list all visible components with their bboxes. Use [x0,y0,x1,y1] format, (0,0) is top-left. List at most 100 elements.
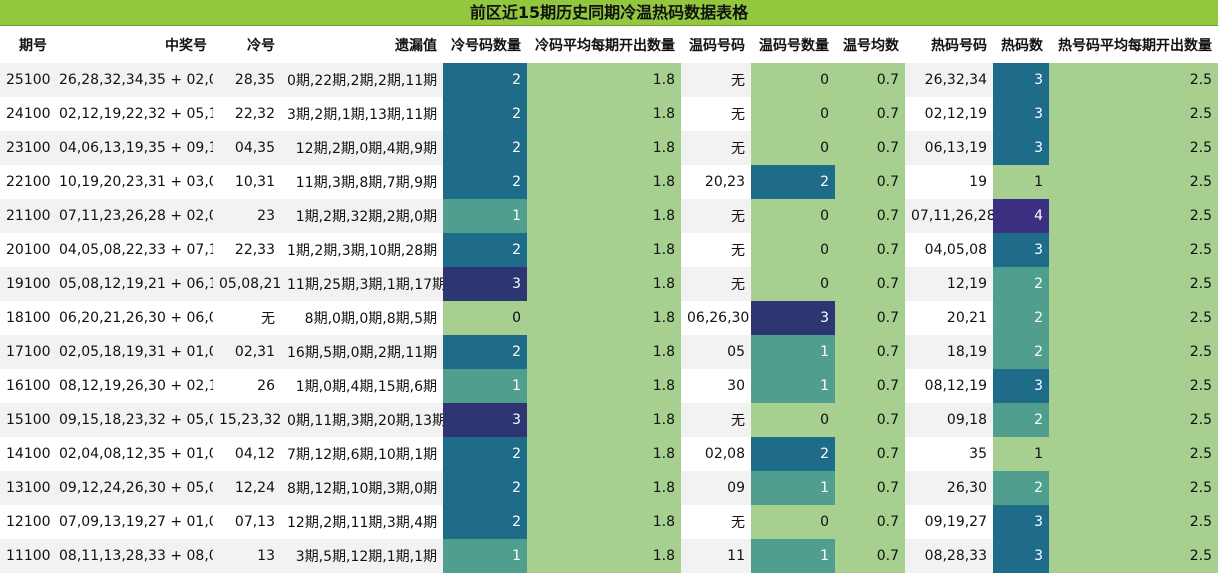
cell-miss-values: 8期,0期,0期,8期,5期 [281,301,443,335]
cell-warm-average: 0.7 [835,437,905,471]
cell-warm-count: 2 [751,165,835,199]
cell-miss-values: 8期,12期,10期,3期,0期 [281,471,443,505]
cell-winning-numbers: 09,15,18,23,32 + 05,07 [53,403,213,437]
table-row: 11100 08,11,13,28,33 + 08,09 13 3期,5期,12期,1… [0,539,1218,573]
cell-hot-numbers: 08,28,33 [905,539,993,573]
cell-cold-average: 1.8 [527,233,681,267]
cell-winning-numbers: 26,28,32,34,35 + 02,07 [53,63,213,97]
cell-cold-count: 1 [443,539,527,573]
cell-cold-average: 1.8 [527,471,681,505]
cell-cold-average: 1.8 [527,131,681,165]
cell-issue: 25100 [0,63,53,97]
cell-winning-numbers: 02,04,08,12,35 + 01,07 [53,437,213,471]
cell-cold-numbers: 22,32 [213,97,281,131]
cell-hot-count: 2 [993,403,1049,437]
header-hot-count: 热码数 [993,26,1049,63]
cell-hot-average: 2.5 [1049,97,1218,131]
cell-hot-numbers: 19 [905,165,993,199]
cell-hot-average: 2.5 [1049,301,1218,335]
header-winning-numbers: 中奖号 [53,26,213,63]
cell-issue: 14100 [0,437,53,471]
cell-winning-numbers: 02,05,18,19,31 + 01,09 [53,335,213,369]
cell-cold-count: 2 [443,505,527,539]
cell-warm-numbers: 11 [681,539,751,573]
cell-miss-values: 1期,0期,4期,15期,6期 [281,369,443,403]
cell-miss-values: 11期,25期,3期,1期,17期 [281,267,443,301]
cell-warm-count: 0 [751,97,835,131]
cell-cold-count: 0 [443,301,527,335]
cell-issue: 22100 [0,165,53,199]
table-row: 14100 02,04,08,12,35 + 01,07 04,12 7期,12期,6… [0,437,1218,471]
cell-cold-average: 1.8 [527,369,681,403]
cell-issue: 23100 [0,131,53,165]
cell-cold-numbers: 13 [213,539,281,573]
cell-warm-average: 0.7 [835,335,905,369]
cell-hot-count: 3 [993,539,1049,573]
cell-warm-average: 0.7 [835,539,905,573]
header-warm-average: 温号均数 [835,26,905,63]
cell-hot-numbers: 02,12,19 [905,97,993,131]
cell-issue: 18100 [0,301,53,335]
cell-winning-numbers: 09,12,24,26,30 + 05,09 [53,471,213,505]
cell-cold-numbers: 10,31 [213,165,281,199]
cell-warm-numbers: 无 [681,63,751,97]
cell-hot-count: 1 [993,437,1049,471]
cell-issue: 12100 [0,505,53,539]
cell-warm-numbers: 05 [681,335,751,369]
cell-hot-count: 2 [993,471,1049,505]
cell-hot-count: 3 [993,63,1049,97]
cell-warm-average: 0.7 [835,131,905,165]
cell-cold-numbers: 23 [213,199,281,233]
cell-hot-numbers: 08,12,19 [905,369,993,403]
table-row: 22100 10,19,20,23,31 + 03,07 10,31 11期,3期,8… [0,165,1218,199]
cell-cold-count: 2 [443,233,527,267]
cell-warm-numbers: 无 [681,97,751,131]
table-row: 13100 09,12,24,26,30 + 05,09 12,24 8期,12期,1… [0,471,1218,505]
cell-warm-average: 0.7 [835,369,905,403]
cell-winning-numbers: 07,11,23,26,28 + 02,07 [53,199,213,233]
cell-hot-count: 4 [993,199,1049,233]
cell-cold-count: 2 [443,131,527,165]
cell-warm-numbers: 无 [681,403,751,437]
cell-hot-average: 2.5 [1049,471,1218,505]
header-issue: 期号 [0,26,53,63]
cell-miss-values: 3期,5期,12期,1期,1期 [281,539,443,573]
cell-hot-average: 2.5 [1049,165,1218,199]
cell-warm-count: 0 [751,267,835,301]
cell-warm-average: 0.7 [835,165,905,199]
cell-warm-average: 0.7 [835,505,905,539]
table-row: 20100 04,05,08,22,33 + 07,10 22,33 1期,2期,3期… [0,233,1218,267]
cell-hot-numbers: 09,18 [905,403,993,437]
cell-hot-average: 2.5 [1049,505,1218,539]
cell-winning-numbers: 08,11,13,28,33 + 08,09 [53,539,213,573]
cell-cold-count: 1 [443,369,527,403]
data-table: 期号 中奖号 冷号 遗漏值 冷号码数量 冷码平均每期开出数量 温码号码 温码号数… [0,26,1218,573]
cell-warm-count: 1 [751,369,835,403]
cell-hot-numbers: 12,19 [905,267,993,301]
header-cold-count: 冷号码数量 [443,26,527,63]
cell-issue: 15100 [0,403,53,437]
cell-warm-count: 0 [751,199,835,233]
cell-winning-numbers: 04,06,13,19,35 + 09,11 [53,131,213,165]
cell-warm-numbers: 06,26,30 [681,301,751,335]
cell-cold-numbers: 04,12 [213,437,281,471]
cell-miss-values: 7期,12期,6期,10期,1期 [281,437,443,471]
cell-warm-numbers: 02,08 [681,437,751,471]
cell-warm-average: 0.7 [835,63,905,97]
cell-cold-count: 1 [443,199,527,233]
cell-hot-count: 2 [993,267,1049,301]
cell-warm-count: 3 [751,301,835,335]
cell-hot-average: 2.5 [1049,437,1218,471]
cell-issue: 17100 [0,335,53,369]
cell-hot-average: 2.5 [1049,63,1218,97]
cell-hot-numbers: 07,11,26,28 [905,199,993,233]
cell-warm-count: 0 [751,403,835,437]
cell-warm-numbers: 30 [681,369,751,403]
table-row: 18100 06,20,21,26,30 + 06,09 无 8期,0期,0期,8期,… [0,301,1218,335]
cell-warm-average: 0.7 [835,403,905,437]
table-row: 17100 02,05,18,19,31 + 01,09 02,31 16期,5期,0… [0,335,1218,369]
cell-winning-numbers: 02,12,19,22,32 + 05,11 [53,97,213,131]
cell-cold-numbers: 无 [213,301,281,335]
cell-hot-numbers: 20,21 [905,301,993,335]
header-warm-numbers: 温码号码 [681,26,751,63]
